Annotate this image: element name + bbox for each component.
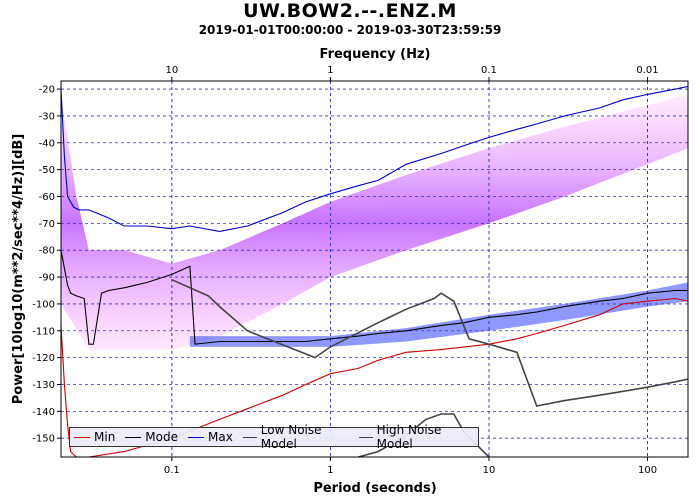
series-line-high-noise-model <box>171 278 688 407</box>
legend-label: Low Noise Model <box>260 423 322 451</box>
legend-swatch <box>188 436 204 438</box>
y-axis-label: Power[10log10(m**2/sec**4/Hz)][dB] <box>11 134 26 404</box>
y-tick-label: -80 <box>39 246 55 257</box>
y-tick-label: -150 <box>32 434 55 445</box>
series-line-min <box>61 297 688 457</box>
chart-subtitle: 2019-01-01T00:00:00 - 2019-03-30T23:59:5… <box>198 23 502 37</box>
chart-title: UW.BOW2.--.ENZ.M <box>243 0 457 22</box>
legend-label: Min <box>94 430 116 444</box>
y-tick-label: -60 <box>39 192 55 203</box>
legend-item-mode: Mode <box>125 430 178 444</box>
legend-item-high-noise-model: High Noise Model <box>358 423 468 451</box>
y-tick-label: -20 <box>39 85 55 96</box>
freq-tick-label: 10 <box>165 65 178 76</box>
psd-density-band-lower <box>189 282 688 347</box>
freq-tick-label: 1 <box>327 65 333 76</box>
legend-item-max: Max <box>188 430 233 444</box>
legend-item-min: Min <box>74 430 115 444</box>
x-tick-label: 100 <box>638 465 657 476</box>
y-tick-label: -120 <box>32 353 55 364</box>
legend-label: Max <box>208 430 233 444</box>
legend-swatch <box>358 436 373 438</box>
legend-swatch <box>125 436 142 438</box>
plot-frame <box>60 80 689 458</box>
psd-density-shading <box>61 94 688 350</box>
series-line-mode <box>61 250 688 345</box>
y-tick-label: -100 <box>32 299 55 310</box>
y-tick-label: -40 <box>39 138 55 149</box>
x-tick-label: 1 <box>327 465 333 476</box>
freq-tick-label: 0.1 <box>481 65 497 76</box>
y-tick-label: -140 <box>32 407 55 418</box>
legend-swatch <box>74 436 90 438</box>
y-tick-label: -130 <box>32 380 55 391</box>
y-tick-label: -70 <box>39 219 55 230</box>
frequency-axis-label: Frequency (Hz) <box>320 47 431 62</box>
freq-tick-label: 0.01 <box>636 65 658 76</box>
legend: Min Mode Max Low Noise Model High Noise Mode… <box>69 423 479 451</box>
x-axis-label: Period (seconds) <box>313 481 436 496</box>
series-line-max <box>61 85 688 232</box>
legend-swatch <box>242 436 257 438</box>
grid-lines <box>61 81 688 457</box>
legend-item-low-noise-model: Low Noise Model <box>242 423 349 451</box>
legend-label: Mode <box>145 430 178 444</box>
legend-label: High Noise Model <box>376 423 442 451</box>
y-tick-label: -110 <box>32 326 55 337</box>
y-tick-label: -90 <box>39 273 55 284</box>
y-tick-label: -50 <box>39 165 55 176</box>
x-tick-label: 0.1 <box>164 465 180 476</box>
psd-density-band-upper <box>61 94 688 350</box>
x-tick-label: 10 <box>483 465 496 476</box>
y-tick-label: -30 <box>39 111 55 122</box>
